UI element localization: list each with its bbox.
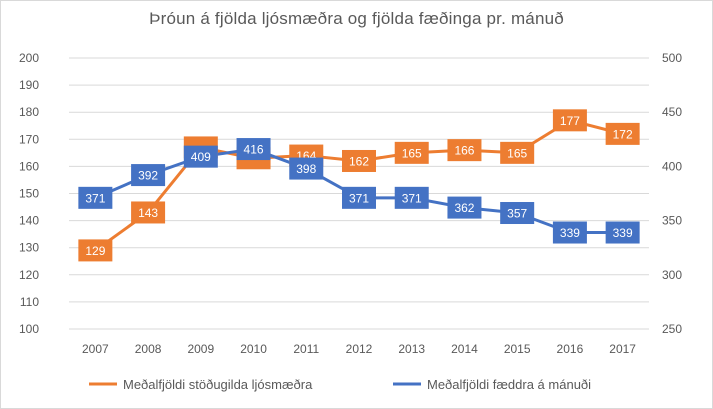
y-left-tick-label: 110 [20, 295, 39, 309]
data-point-1 [552, 109, 587, 132]
x-tick-label: 2014 [451, 342, 478, 356]
y-left-tick-label: 140 [19, 214, 39, 228]
data-point-2 [447, 196, 482, 219]
y-left-tick-label: 160 [19, 159, 39, 173]
y-left-tick-label: 170 [19, 132, 39, 146]
y-left-tick-label: 130 [19, 241, 39, 255]
data-point-1 [605, 122, 640, 145]
data-label-2: 371 [349, 191, 369, 205]
x-tick-label: 2010 [240, 342, 267, 356]
x-tick-label: 2011 [293, 342, 319, 356]
y-left-tick-label: 150 [19, 187, 39, 201]
legend-label-2: Meðalfjöldi fæddra á mánuði [427, 377, 591, 392]
data-point-2 [500, 202, 535, 225]
data-label-1: 129 [85, 244, 105, 258]
y-left-tick-label: 100 [19, 322, 39, 336]
data-label-1: 166 [454, 144, 474, 158]
data-point-2 [394, 186, 429, 209]
y-right-tick-label: 350 [662, 214, 682, 228]
y-right-tick-label: 250 [662, 322, 682, 336]
legend-label-1: Meðalfjöldi stöðugilda ljósmæðra [123, 377, 313, 392]
x-tick-label: 2007 [82, 342, 109, 356]
data-label-2: 371 [402, 191, 422, 205]
data-label-2: 339 [560, 226, 580, 240]
y-left-tick-label: 200 [19, 51, 39, 65]
x-tick-label: 2009 [187, 342, 214, 356]
x-tick-label: 2013 [398, 342, 425, 356]
data-label-1: 165 [507, 146, 527, 160]
y-left-tick-label: 190 [19, 78, 39, 92]
y-right-tick-label: 300 [662, 268, 682, 282]
y-right-tick-label: 450 [662, 105, 682, 119]
data-label-1: 162 [349, 154, 369, 168]
data-label-2: 416 [244, 143, 264, 157]
data-point-2 [605, 221, 640, 244]
data-point-2 [78, 186, 113, 209]
data-label-1: 143 [138, 206, 158, 220]
data-label-2: 398 [296, 162, 316, 176]
data-label-2: 392 [138, 169, 158, 183]
data-point-1 [447, 139, 482, 162]
y-left-tick-label: 120 [19, 268, 39, 282]
data-point-2 [552, 221, 587, 244]
data-point-2 [342, 186, 376, 209]
x-tick-label: 2016 [557, 342, 584, 356]
data-label-1: 165 [402, 146, 422, 160]
data-point-1 [78, 239, 113, 262]
y-right-tick-label: 500 [662, 51, 682, 65]
series-line-1 [94, 118, 624, 252]
data-point-2 [183, 145, 218, 168]
data-label-2: 362 [454, 201, 474, 215]
data-label-1: 172 [613, 127, 633, 141]
data-point-1 [342, 149, 376, 172]
y-right-tick-label: 400 [662, 159, 682, 173]
chart-title: Þróun á fjölda ljósmæðra og fjölda fæðin… [149, 9, 564, 28]
data-point-1 [500, 141, 535, 164]
y-left-tick-label: 180 [19, 105, 39, 119]
data-label-2: 339 [613, 226, 633, 240]
data-point-1 [131, 201, 166, 224]
data-point-2 [289, 157, 324, 180]
data-label-2: 409 [191, 150, 211, 164]
data-point-1 [394, 141, 429, 164]
data-label-2: 371 [85, 191, 105, 205]
x-tick-label: 2012 [346, 342, 373, 356]
data-label-2: 357 [507, 207, 527, 221]
x-tick-label: 2008 [135, 342, 162, 356]
data-point-2 [131, 164, 166, 187]
x-tick-label: 2015 [504, 342, 531, 356]
data-label-1: 177 [560, 114, 580, 128]
data-point-2 [236, 138, 271, 161]
x-tick-label: 2017 [609, 342, 636, 356]
